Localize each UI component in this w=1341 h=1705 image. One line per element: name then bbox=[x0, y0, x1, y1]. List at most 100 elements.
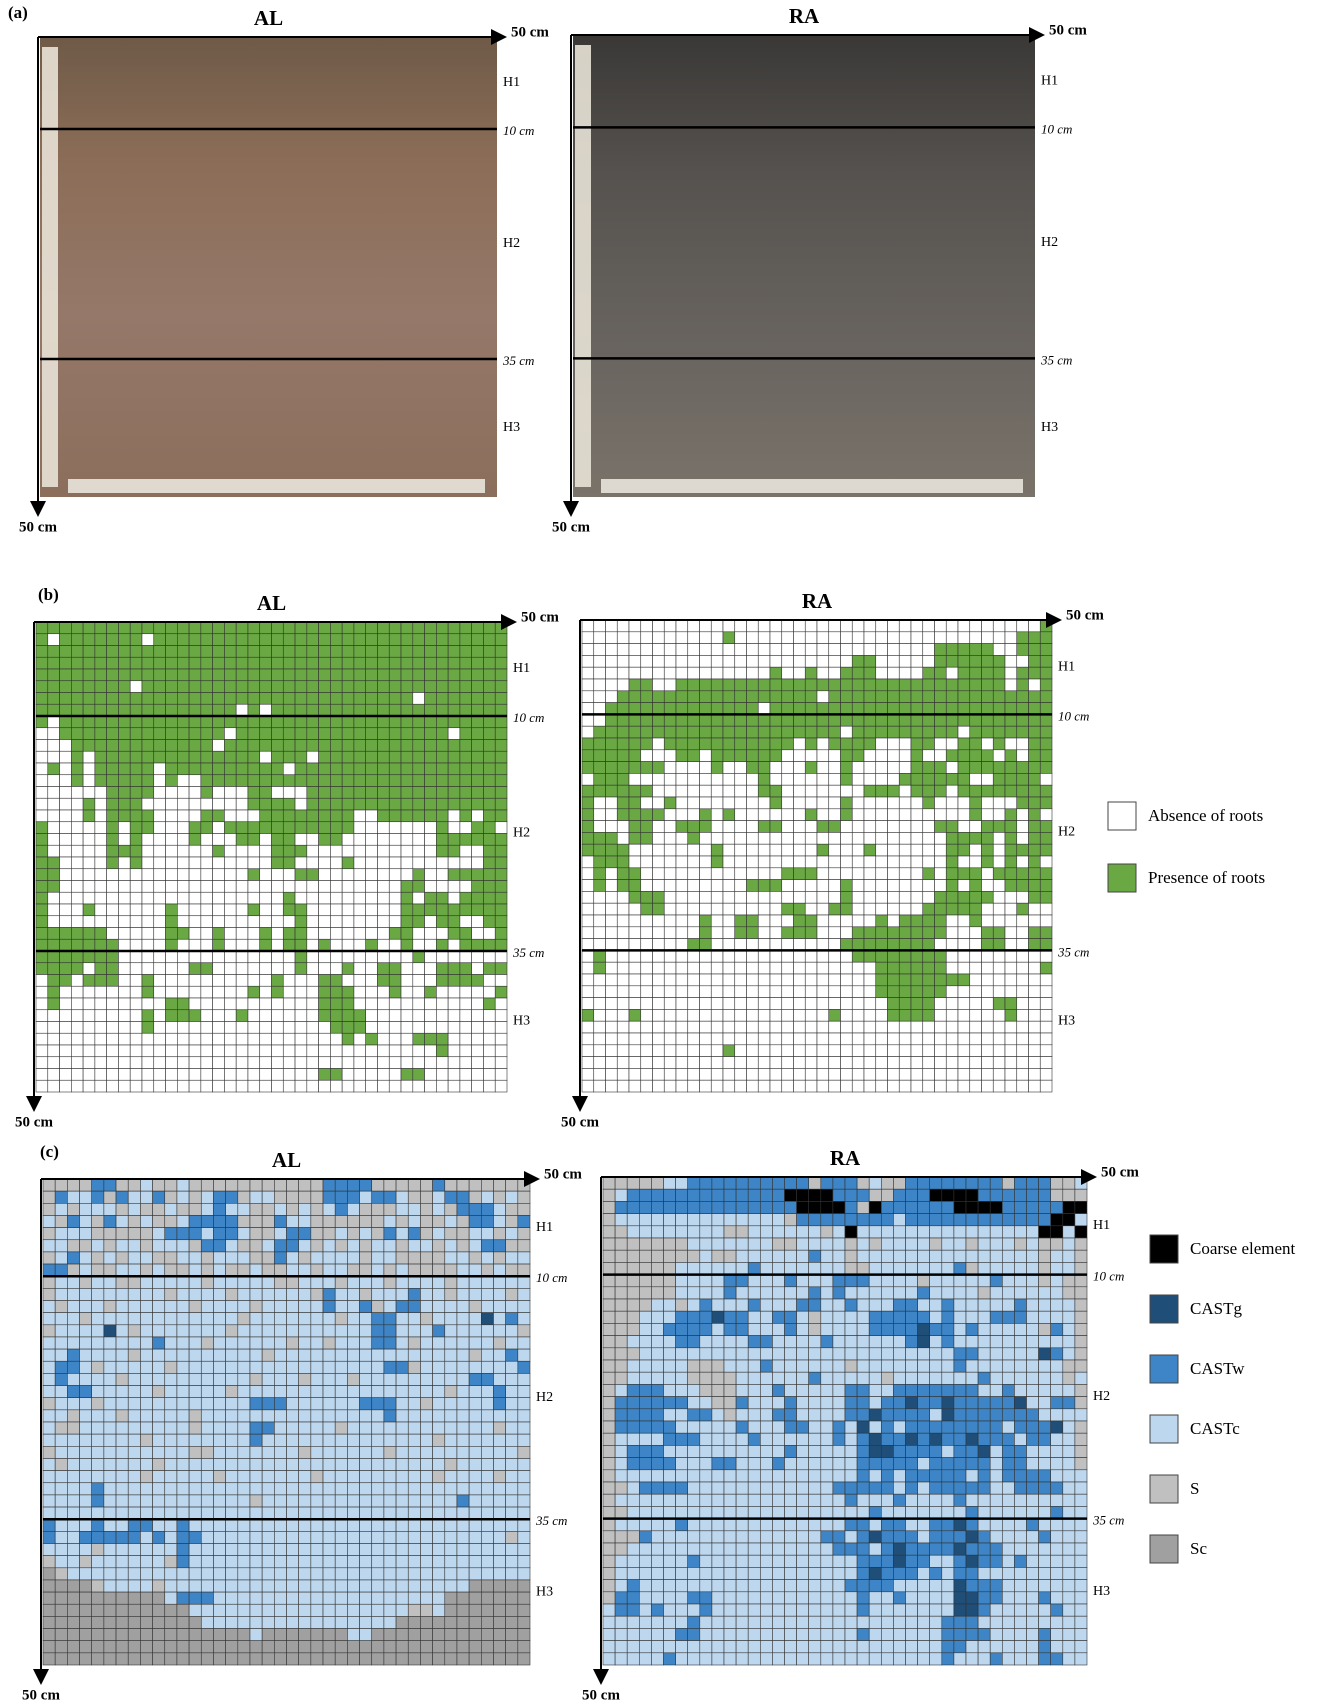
grid-cell bbox=[875, 773, 888, 786]
grid-cell bbox=[67, 1555, 80, 1569]
grid-cell bbox=[769, 914, 783, 928]
grid-cell bbox=[459, 903, 472, 917]
grid-cell bbox=[444, 1324, 458, 1338]
grid-cell bbox=[605, 619, 618, 633]
grid-cell bbox=[91, 1652, 105, 1666]
grid-cell bbox=[237, 1227, 251, 1241]
grid-cell bbox=[628, 619, 642, 633]
grid-cell bbox=[259, 891, 272, 905]
grid-cell bbox=[176, 1227, 190, 1241]
grid-cell bbox=[851, 725, 865, 739]
grid-cell bbox=[318, 1032, 331, 1046]
grid-cell bbox=[493, 1446, 506, 1459]
grid-cell bbox=[47, 1068, 60, 1081]
grid-cell bbox=[468, 1421, 482, 1435]
grid-cell bbox=[400, 974, 414, 987]
grid-cell bbox=[261, 1373, 275, 1386]
grid-cell bbox=[804, 761, 818, 774]
grid-cell bbox=[687, 761, 700, 774]
grid-cell bbox=[115, 1190, 129, 1204]
grid-cell bbox=[188, 903, 202, 917]
grid-cell bbox=[494, 633, 508, 646]
grid-cell bbox=[863, 867, 877, 880]
grid-cell bbox=[856, 1201, 870, 1214]
grid-cell bbox=[652, 1032, 665, 1046]
grid-cell bbox=[616, 914, 630, 928]
grid-cell bbox=[494, 774, 508, 787]
grid-cell bbox=[840, 1044, 853, 1057]
grid-cell bbox=[213, 1251, 226, 1265]
grid-cell bbox=[306, 915, 319, 928]
grid-cell bbox=[769, 1056, 783, 1069]
grid-cell bbox=[200, 1336, 214, 1350]
grid-cell bbox=[769, 820, 783, 833]
grid-cell bbox=[910, 796, 924, 810]
grid-cell bbox=[67, 1300, 80, 1313]
grid-cell bbox=[395, 1397, 409, 1411]
grid-cell bbox=[371, 1312, 385, 1326]
grid-cell bbox=[483, 1032, 496, 1046]
grid-cell bbox=[225, 1312, 239, 1326]
grid-cell bbox=[306, 1044, 319, 1058]
boundary-label: 10 cm bbox=[1058, 708, 1089, 723]
grid-cell bbox=[757, 784, 771, 798]
grid-cell bbox=[820, 1201, 834, 1214]
grid-cell bbox=[640, 737, 653, 751]
grid-cell bbox=[757, 902, 771, 916]
grid-cell bbox=[310, 1409, 324, 1423]
grid-cell bbox=[383, 1312, 397, 1326]
grid-cell bbox=[640, 879, 653, 892]
grid-cell bbox=[875, 749, 888, 762]
grid-cell bbox=[934, 690, 947, 703]
grid-cell bbox=[710, 702, 724, 715]
grid-cell bbox=[94, 950, 107, 964]
grid-cell bbox=[626, 1176, 640, 1190]
grid-cell bbox=[306, 633, 319, 646]
grid-cell bbox=[176, 1324, 190, 1338]
grid-cell bbox=[412, 985, 425, 999]
grid-cell bbox=[259, 844, 272, 858]
grid-cell bbox=[212, 739, 225, 752]
grid-cell bbox=[298, 1324, 312, 1338]
grid-cell bbox=[735, 1201, 749, 1214]
grid-cell bbox=[294, 1021, 308, 1034]
grid-cell bbox=[42, 1215, 56, 1228]
grid-cell bbox=[804, 902, 818, 916]
grid-cell bbox=[407, 1203, 421, 1216]
grid-cell bbox=[605, 655, 618, 668]
grid-cell bbox=[432, 1190, 446, 1204]
grid-cell bbox=[793, 619, 806, 633]
grid-cell bbox=[71, 668, 84, 682]
grid-cell bbox=[898, 1044, 912, 1057]
grid-cell bbox=[286, 1373, 299, 1386]
grid-cell bbox=[106, 927, 119, 940]
grid-cell bbox=[261, 1421, 275, 1435]
grid-cell bbox=[365, 692, 378, 705]
grid-cell bbox=[365, 656, 378, 670]
grid-cell bbox=[605, 761, 618, 774]
grid-cell bbox=[330, 868, 343, 881]
grid-cell bbox=[140, 1433, 153, 1447]
grid-cell bbox=[165, 844, 178, 858]
grid-cell bbox=[35, 915, 49, 928]
grid-cell bbox=[493, 1227, 506, 1241]
grid-cell bbox=[407, 1494, 421, 1508]
grid-cell bbox=[863, 1079, 877, 1093]
grid-cell bbox=[82, 844, 96, 858]
grid-cell bbox=[1016, 1068, 1029, 1081]
grid-cell bbox=[353, 1021, 366, 1034]
grid-cell bbox=[237, 1190, 251, 1204]
grid-cell bbox=[129, 633, 143, 646]
grid-cell bbox=[237, 1360, 251, 1374]
grid-cell bbox=[347, 1555, 360, 1569]
grid-cell bbox=[91, 1203, 105, 1216]
grid-cell bbox=[640, 938, 653, 951]
grid-cell bbox=[274, 1458, 287, 1471]
grid-cell bbox=[177, 786, 190, 799]
grid-cell bbox=[494, 1032, 508, 1046]
grid-cell bbox=[746, 843, 759, 857]
grid-cell bbox=[722, 867, 736, 880]
grid-cell bbox=[353, 668, 366, 682]
grid-cell bbox=[298, 1300, 312, 1313]
grid-cell bbox=[1016, 938, 1029, 951]
